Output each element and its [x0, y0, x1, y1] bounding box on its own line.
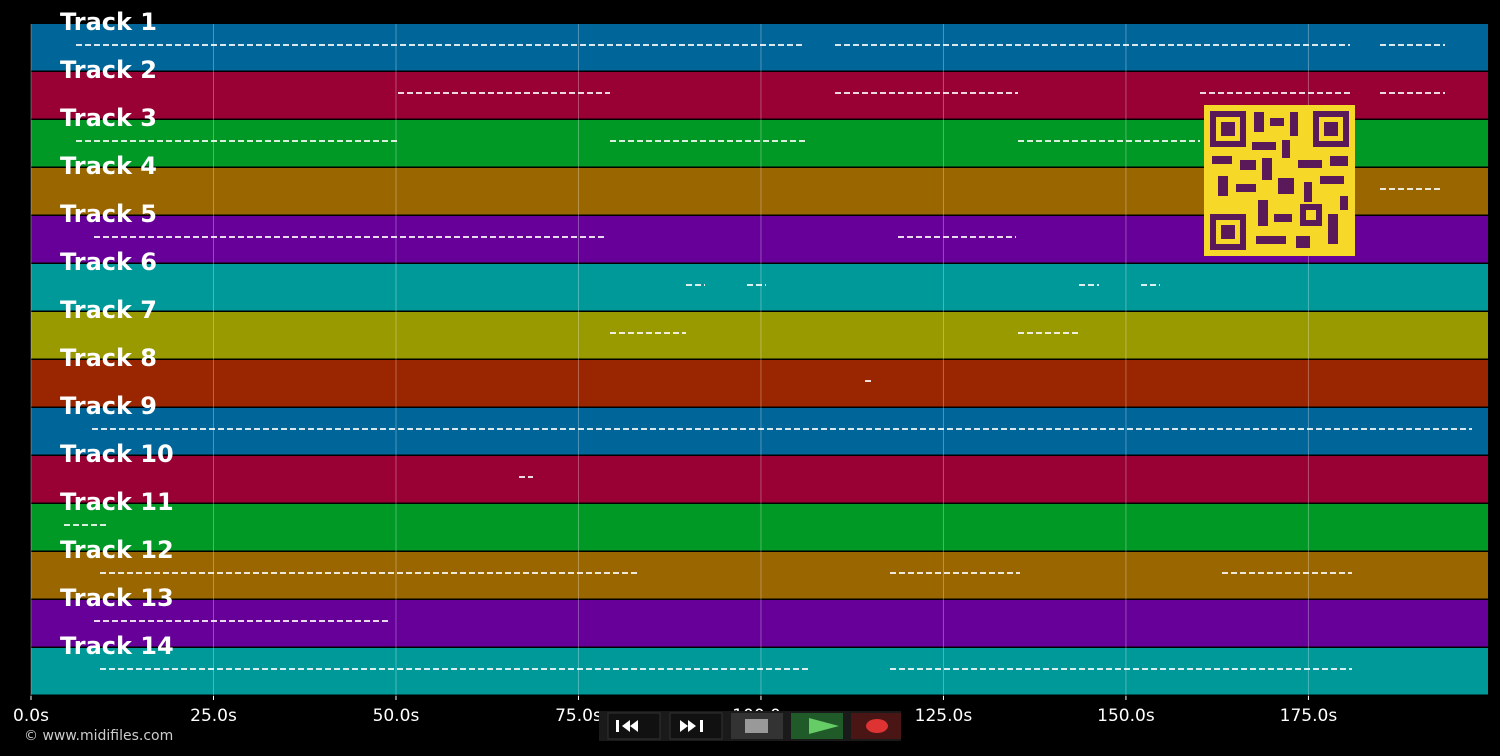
track-lane — [31, 408, 1488, 455]
qr-pattern — [1210, 111, 1349, 250]
tick-label: 0.0s — [13, 706, 49, 726]
track-lane — [31, 504, 1488, 551]
track-lane — [31, 312, 1488, 359]
play-button[interactable] — [791, 713, 843, 739]
notes — [64, 44, 1472, 670]
track-lane — [31, 552, 1488, 599]
tick-label: 125.0s — [915, 706, 973, 726]
track-label: Track 12 — [60, 536, 174, 564]
track-label: Track 3 — [60, 104, 157, 132]
tick-label: 50.0s — [373, 706, 420, 726]
track-label: Track 13 — [60, 584, 174, 612]
track-lane — [31, 24, 1488, 71]
tick-label: 25.0s — [190, 706, 237, 726]
tick-label: 150.0s — [1097, 706, 1155, 726]
transport-controls — [599, 711, 901, 741]
fast-forward-button[interactable] — [669, 712, 723, 740]
track-lane — [31, 600, 1488, 647]
track-label: Track 7 — [60, 296, 157, 324]
track-label: Track 1 — [60, 8, 157, 36]
tick-label: 175.0s — [1280, 706, 1338, 726]
track-labels: Track 1 Track 2 Track 3 Track 4 Track 5 Track… — [60, 8, 174, 660]
track-label: Track 4 — [60, 152, 157, 180]
grid — [30, 24, 1309, 696]
copyright: © www.midifiles.com — [24, 728, 173, 744]
track-label: Track 8 — [60, 344, 157, 372]
track-lane — [31, 360, 1488, 407]
track-lane — [31, 648, 1488, 695]
track-label: Track 9 — [60, 392, 157, 420]
qr-code — [1204, 105, 1355, 256]
track-lane — [31, 456, 1488, 503]
tick-label: 75.0s — [555, 706, 602, 726]
stop-button[interactable] — [731, 713, 783, 739]
track-label: Track 14 — [60, 632, 174, 660]
track-lane — [31, 264, 1488, 311]
track-label: Track 11 — [60, 488, 174, 516]
track-label: Track 5 — [60, 200, 157, 228]
track-label: Track 6 — [60, 248, 157, 276]
track-label: Track 10 — [60, 440, 174, 468]
rewind-button[interactable] — [607, 712, 661, 740]
record-button[interactable] — [851, 713, 901, 739]
track-label: Track 2 — [60, 56, 157, 84]
